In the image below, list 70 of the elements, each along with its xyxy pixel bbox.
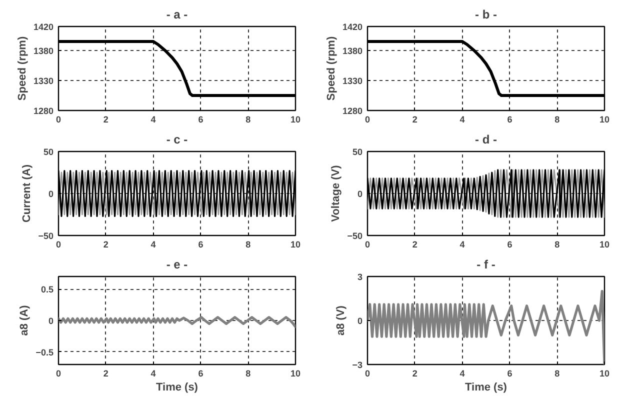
y-axis-title: Speed (rpm) bbox=[16, 36, 28, 101]
chart-title: - d - bbox=[475, 132, 498, 146]
x-tick-label: 10 bbox=[290, 240, 301, 250]
x-tick-label: 2 bbox=[412, 368, 418, 378]
y-tick-label: 1330 bbox=[33, 76, 54, 86]
y-tick-label: 0 bbox=[357, 189, 363, 199]
y-tick-label: −50 bbox=[38, 231, 54, 241]
x-tick-label: 10 bbox=[290, 114, 301, 124]
x-tick-label: 8 bbox=[554, 368, 560, 378]
y-axis-title: Speed (rpm) bbox=[325, 36, 338, 101]
x-tick-label: 4 bbox=[460, 368, 465, 378]
chart-title: - e - bbox=[166, 258, 188, 272]
x-tick-label: 2 bbox=[412, 240, 418, 250]
x-tick-label: 4 bbox=[150, 114, 156, 124]
x-tick-label: 2 bbox=[412, 114, 418, 124]
y-tick-label: −0.5 bbox=[36, 347, 54, 358]
chart-title: - c - bbox=[166, 132, 188, 146]
y-tick-label: 1420 bbox=[342, 22, 363, 32]
y-axis-title: Current (A) bbox=[21, 164, 34, 223]
y-axis-title: Voltage (V) bbox=[330, 164, 342, 222]
x-tick-label: 4 bbox=[460, 114, 465, 124]
y-tick-label: 1380 bbox=[33, 46, 54, 56]
y-tick-label: 1420 bbox=[33, 22, 54, 32]
y-tick-label: 1280 bbox=[342, 106, 363, 116]
x-axis-title: Time (s) bbox=[156, 382, 198, 394]
x-tick-label: 2 bbox=[103, 114, 108, 124]
y-tick-label: 1280 bbox=[33, 106, 54, 116]
y-tick-label: −50 bbox=[347, 231, 363, 241]
y-tick-label: 1330 bbox=[342, 76, 363, 86]
y-axis-title: a8 (A) bbox=[18, 304, 31, 336]
x-tick-label: 0 bbox=[364, 114, 370, 124]
x-tick-label: 10 bbox=[599, 114, 610, 124]
x-tick-label: 0 bbox=[56, 368, 62, 378]
x-tick-label: 10 bbox=[599, 240, 610, 250]
x-tick-label: 6 bbox=[198, 114, 204, 124]
x-tick-label: 0 bbox=[364, 368, 370, 378]
x-tick-label: 2 bbox=[103, 240, 108, 250]
x-tick-label: 6 bbox=[507, 368, 512, 378]
y-tick-label: 0 bbox=[357, 316, 363, 326]
y-tick-label: 1380 bbox=[342, 46, 363, 56]
x-tick-label: 6 bbox=[507, 240, 512, 250]
y-tick-label: 50 bbox=[43, 147, 54, 157]
x-tick-label: 4 bbox=[460, 240, 465, 250]
x-tick-label: 6 bbox=[198, 368, 204, 378]
x-tick-label: 8 bbox=[246, 114, 251, 124]
y-tick-label: 0 bbox=[48, 316, 54, 326]
x-tick-label: 0 bbox=[364, 240, 370, 250]
y-tick-label: 3 bbox=[357, 272, 363, 282]
x-tick-label: 8 bbox=[246, 240, 251, 250]
x-tick-label: 10 bbox=[290, 368, 301, 378]
x-tick-label: 6 bbox=[198, 240, 204, 250]
y-axis-title: a8 (V) bbox=[335, 305, 348, 336]
x-tick-label: 8 bbox=[554, 114, 560, 124]
y-tick-label: 0.5 bbox=[40, 284, 54, 295]
x-tick-label: 2 bbox=[103, 368, 108, 378]
y-tick-label: −3 bbox=[352, 360, 363, 370]
x-tick-label: 6 bbox=[507, 114, 512, 124]
x-tick-label: 0 bbox=[56, 114, 62, 124]
x-tick-label: 0 bbox=[56, 240, 62, 250]
y-tick-label: 0 bbox=[48, 189, 54, 199]
chart-title: - a - bbox=[166, 8, 188, 22]
x-tick-label: 4 bbox=[150, 240, 156, 250]
x-tick-label: 8 bbox=[554, 240, 560, 250]
x-tick-label: 8 bbox=[246, 368, 251, 378]
x-tick-label: 10 bbox=[599, 368, 610, 378]
chart-title: - f - bbox=[476, 258, 496, 272]
x-axis-title: Time (s) bbox=[465, 382, 508, 394]
x-tick-label: 4 bbox=[150, 368, 156, 378]
chart-title: - b - bbox=[475, 8, 498, 22]
y-tick-label: 50 bbox=[352, 147, 363, 157]
